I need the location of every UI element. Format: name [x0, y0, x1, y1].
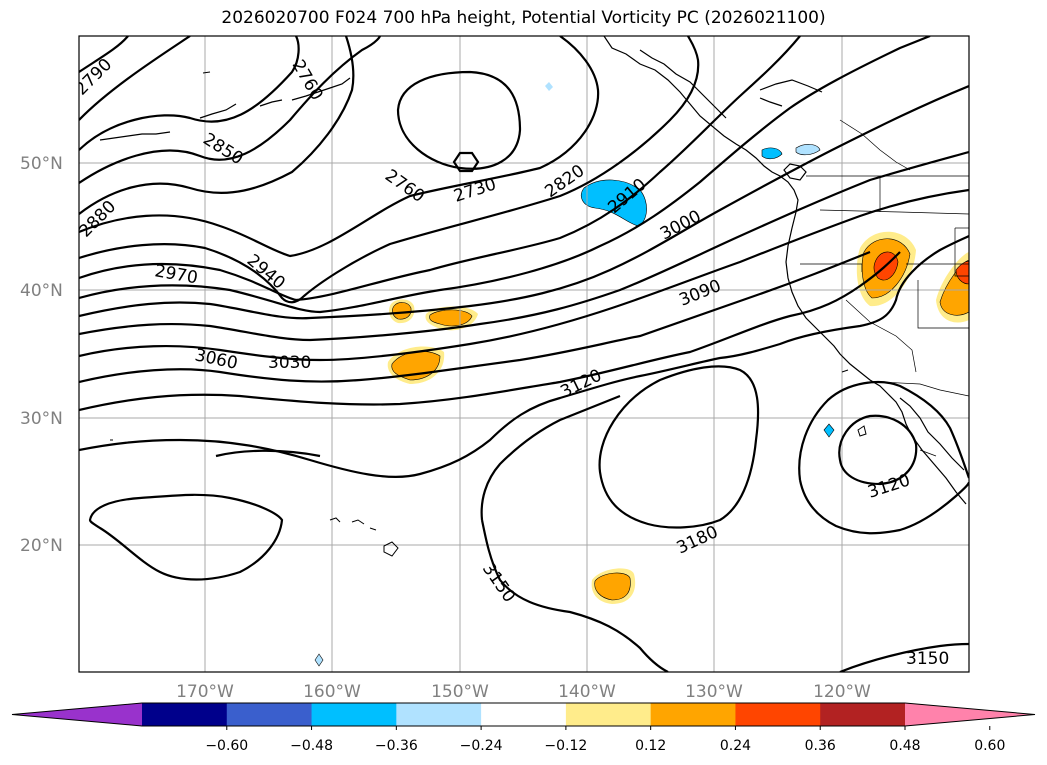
plot-frame	[78, 35, 970, 673]
colorbar-tick-label: −0.36	[375, 738, 418, 754]
colorbar-outline	[11, 702, 1036, 727]
contour-label: 3150	[906, 649, 949, 669]
islands	[110, 71, 867, 557]
longitude-labels: 170°W 160°W 150°W 140°W 130°W 120°W	[176, 682, 871, 702]
colorbar-tick-label: −0.24	[460, 738, 503, 754]
pv-negative-area	[761, 147, 783, 160]
lon-label: 130°W	[685, 682, 743, 702]
colorbar-tick-label: 0.36	[805, 738, 836, 754]
colorbar-segment	[565, 703, 652, 726]
graticule	[79, 36, 969, 672]
colorbar-tick-label: 0.12	[635, 738, 666, 754]
lon-label: 140°W	[558, 682, 616, 702]
height-contours	[79, 36, 969, 672]
pv-positive-area	[429, 309, 473, 327]
colorbar-extend-high	[905, 703, 1035, 726]
colorbar-tick-label: 0.48	[889, 738, 920, 754]
colorbar-segment	[142, 703, 228, 726]
colorbar-segment	[735, 703, 821, 726]
pv-negative-area	[795, 144, 821, 156]
colorbar-tick-label: 0.60	[974, 738, 1005, 754]
plot-area	[79, 36, 969, 672]
lat-label: 30°N	[20, 409, 63, 429]
colorbar-extend-low	[12, 703, 142, 726]
political-borders	[800, 119, 969, 457]
lat-label: 40°N	[20, 281, 63, 301]
map-title: 2026020700 F024 700 hPa height, Potentia…	[221, 8, 826, 28]
colorbar-tick-label: −0.60	[205, 738, 248, 754]
pv-positive-area	[594, 572, 631, 601]
colorbar-segment	[396, 703, 482, 726]
colorbar-tick-label: −0.12	[544, 738, 587, 754]
contour-label: 3030	[268, 353, 311, 373]
colorbar-tick-label: 0.24	[720, 738, 751, 754]
pv-negative-area	[314, 653, 324, 667]
colorbar-segment	[650, 703, 736, 726]
lon-label: 160°W	[303, 682, 361, 702]
pv-positive-area	[392, 302, 412, 320]
colorbar-segment	[481, 703, 567, 726]
colorbar-segment	[820, 703, 906, 726]
pv-negative-area	[823, 423, 835, 438]
lat-label: 20°N	[20, 536, 63, 556]
colorbar-segment	[311, 703, 397, 726]
colorbar-segment	[226, 703, 313, 726]
lon-label: 120°W	[813, 682, 871, 702]
lat-label: 50°N	[20, 154, 63, 174]
lon-label: 170°W	[176, 682, 234, 702]
lon-label: 150°W	[431, 682, 489, 702]
colorbar: −0.60 −0.48 −0.36 −0.24 −0.12 0.12 0.24 0.36 0.4…	[11, 702, 1036, 754]
latitude-labels: 50°N 40°N 30°N 20°N	[20, 154, 63, 556]
pv-negative-area	[545, 82, 553, 91]
colorbar-tick-label: −0.48	[290, 738, 333, 754]
coastlines	[99, 36, 967, 505]
